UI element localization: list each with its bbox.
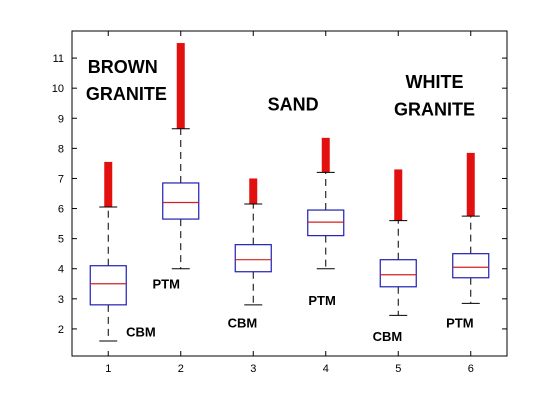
annotation-label: BROWN	[88, 57, 158, 77]
y-tick-label: 2	[58, 324, 64, 336]
y-tick-label: 9	[58, 113, 64, 125]
outlier-bar	[394, 169, 403, 221]
annotation-label: CBM	[126, 324, 156, 339]
x-tick-label: 6	[468, 363, 474, 375]
outlier-bar	[249, 178, 258, 205]
box-group	[162, 43, 200, 270]
boxes-layer	[89, 43, 490, 342]
annotation-label: GRANITE	[86, 84, 167, 104]
outlier-bar	[176, 43, 185, 129]
annotation-label: GRANITE	[394, 99, 475, 119]
iqr-box	[452, 253, 490, 279]
y-tick-label: 10	[52, 83, 64, 95]
y-tick-label: 4	[58, 264, 64, 276]
iqr-box	[379, 259, 417, 288]
outlier-bar	[321, 137, 330, 173]
annotations-layer: BROWN GRANITE SAND WHITE GRANITE CBM PTM CBM PTM…	[86, 57, 475, 344]
x-tick-label: 4	[323, 363, 329, 375]
iqr-box	[307, 209, 345, 237]
outlier-bar	[104, 161, 113, 208]
iqr-box	[162, 182, 200, 220]
box-group	[452, 152, 490, 304]
x-tick-label: 3	[250, 363, 256, 375]
annotation-label: PTM	[446, 315, 473, 330]
x-tick-label: 2	[178, 363, 184, 375]
outlier-bar	[466, 152, 475, 217]
box-group	[307, 137, 345, 270]
annotation-label: CBM	[228, 315, 258, 330]
y-tick-label: 3	[58, 294, 64, 306]
box-group	[379, 169, 417, 316]
box-group	[89, 161, 127, 342]
annotation-label: PTM	[308, 293, 335, 308]
y-axis: 2 3 4 5 6 7 8 9 10 11	[52, 53, 507, 336]
annotation-label: WHITE	[406, 72, 464, 92]
y-tick-label: 11	[53, 53, 64, 65]
iqr-box	[234, 244, 272, 273]
annotation-label: PTM	[153, 276, 180, 291]
x-axis: 1 2 3 4 5 6	[105, 31, 474, 375]
plot-area	[71, 30, 508, 357]
y-tick-label: 7	[58, 173, 64, 185]
iqr-box	[89, 265, 127, 306]
y-tick-label: 6	[58, 204, 64, 216]
x-tick-label: 5	[395, 363, 401, 375]
box-group	[234, 178, 272, 306]
annotation-label: CBM	[373, 329, 403, 344]
x-tick-label: 1	[105, 363, 111, 375]
y-tick-label: 5	[58, 234, 64, 246]
y-tick-label: 8	[58, 143, 64, 155]
annotation-label: SAND	[268, 95, 319, 115]
